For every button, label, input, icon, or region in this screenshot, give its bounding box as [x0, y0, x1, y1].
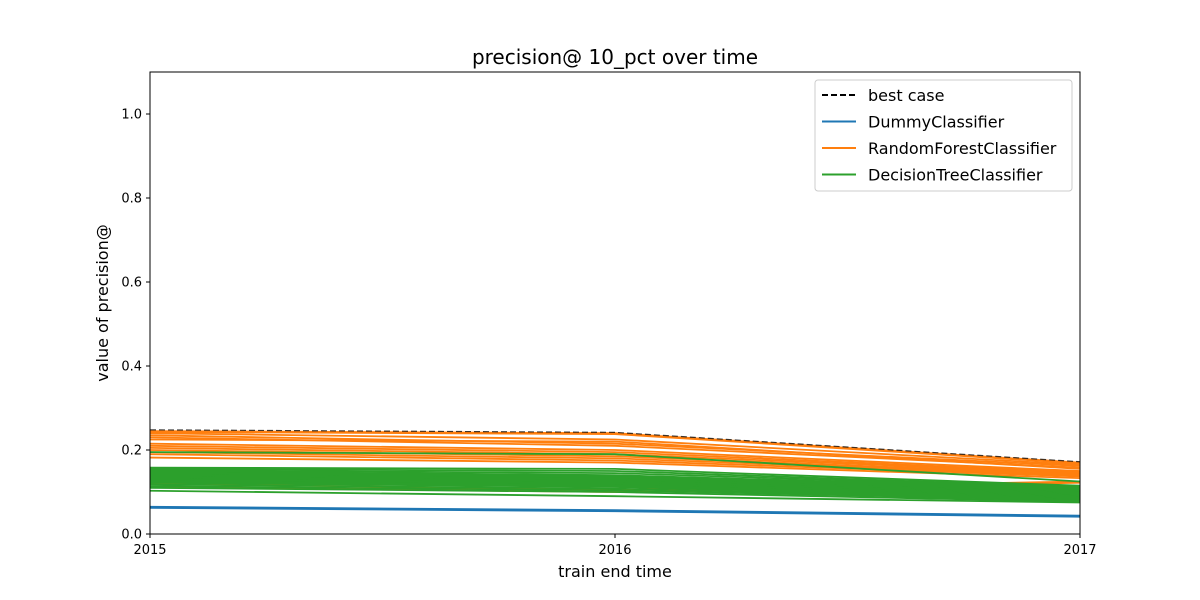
series-line-decisiontreeclassifier-28 [149, 476, 1081, 496]
series-line-decisiontreeclassifier-19 [149, 466, 1081, 487]
series-line-randomforestclassifier-11 [149, 444, 1081, 474]
x-axis-label: train end time [558, 562, 672, 581]
series-line-randomforestclassifier-7 [149, 434, 1081, 467]
chart-title: precision@ 10_pct over time [472, 45, 758, 69]
y-tick-label: 0.0 [121, 528, 142, 543]
legend: best case DummyClassifier RandomForestClas… [814, 79, 1073, 192]
series-line-decisiontreeclassifier-37 [149, 489, 1081, 504]
y-axis-ticks: 0.0 0.2 0.4 0.6 0.8 1.0 [121, 108, 150, 543]
legend-label: best case [868, 86, 944, 105]
series-line-decisiontreeclassifier-23 [149, 471, 1081, 491]
series-line-randomforestclassifier-15 [149, 453, 1081, 478]
legend-box [814, 79, 1073, 192]
series-line-randomforestclassifier-6 [149, 432, 1081, 466]
series-line-decisiontreeclassifier-35 [149, 485, 1081, 502]
legend-label: DummyClassifier [868, 113, 1005, 132]
legend-label: RandomForestClassifier [868, 139, 1057, 158]
y-tick-label: 0.8 [121, 192, 142, 207]
series-line-decisiontreeclassifier-20 [149, 468, 1081, 488]
series-line-decisiontreeclassifier-24 [149, 472, 1081, 492]
x-axis-ticks: 2015 2016 2017 [133, 534, 1097, 558]
series-line-decisiontreeclassifier-34 [149, 483, 1081, 501]
series-line-randomforestclassifier-5 [149, 431, 1081, 465]
series-line-decisiontreeclassifier-32 [149, 480, 1081, 499]
best-case-line [149, 429, 1081, 463]
plot-frame [149, 71, 1081, 535]
y-tick-label: 0.6 [121, 276, 142, 291]
y-tick-label: 0.4 [121, 360, 142, 375]
series-line-decisiontreeclassifier-36 [149, 486, 1081, 503]
plot-lines [149, 429, 1081, 518]
series-line-decisiontreeclassifier-21 [149, 469, 1081, 489]
x-tick-label: 2017 [1063, 543, 1096, 558]
legend-label: DecisionTreeClassifier [868, 166, 1043, 185]
series-line-decisiontreeclassifier-26 [149, 474, 1081, 494]
y-axis-label: value of precision@ [93, 224, 112, 381]
x-tick-label: 2016 [598, 543, 631, 558]
series-line-randomforestclassifier-14 [149, 451, 1081, 477]
series-line-dummyclassifier-2 [149, 505, 1081, 517]
y-tick-label: 0.2 [121, 444, 142, 459]
x-tick-label: 2015 [133, 543, 166, 558]
series-line-decisiontreeclassifier-30 [149, 478, 1081, 498]
series-line-decisiontreeclassifier-38 [149, 451, 1081, 483]
series-line-randomforestclassifier-10 [149, 442, 1081, 472]
series-line-randomforestclassifier-9 [149, 438, 1081, 470]
series-line-decisiontreeclassifier-33 [149, 481, 1081, 500]
y-tick-label: 1.0 [121, 108, 142, 123]
series-line-dummyclassifier-3 [149, 507, 1081, 518]
